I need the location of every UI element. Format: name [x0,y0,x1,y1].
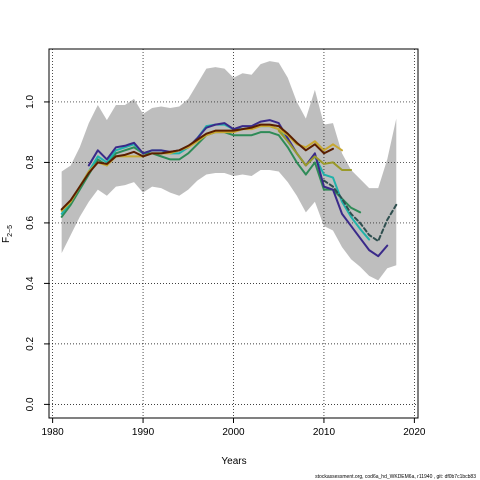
confidence-band [61,61,397,281]
svg-text:F2−5: F2−5 [1,225,14,243]
x-tick-label: 2000 [222,427,245,438]
x-axis: 1980 1990 2000 2010 2020 [41,418,426,438]
series-lines [60,119,398,258]
y-axis: 0.0 0.2 0.4 0.6 0.8 1.0 [25,95,49,411]
confidence-band-area [61,61,397,281]
y-tick-label: 0.8 [25,155,36,169]
credit-text: stockassessment.org, cod6a_hd_WKDEM6a, r… [315,474,476,480]
x-tick-label: 2010 [313,427,336,438]
y-axis-label: F2−5 [1,225,14,243]
series-line-7 [60,123,334,211]
x-tick-label: 1990 [132,427,155,438]
series-line-6 [277,129,353,171]
x-tick-label: 1980 [41,427,64,438]
y-axis-label-subscript: 2−5 [7,225,14,237]
y-tick-label: 0.0 [25,397,36,411]
y-tick-label: 0.2 [25,337,36,351]
y-tick-label: 1.0 [25,95,36,109]
x-axis-label: Years [221,456,246,467]
y-axis-label-main: F [1,237,12,243]
series-line-3 [322,179,398,243]
y-tick-label: 0.4 [25,276,36,290]
x-tick-label: 2020 [403,427,426,438]
y-tick-label: 0.6 [25,216,36,230]
series-line-4 [87,119,389,258]
